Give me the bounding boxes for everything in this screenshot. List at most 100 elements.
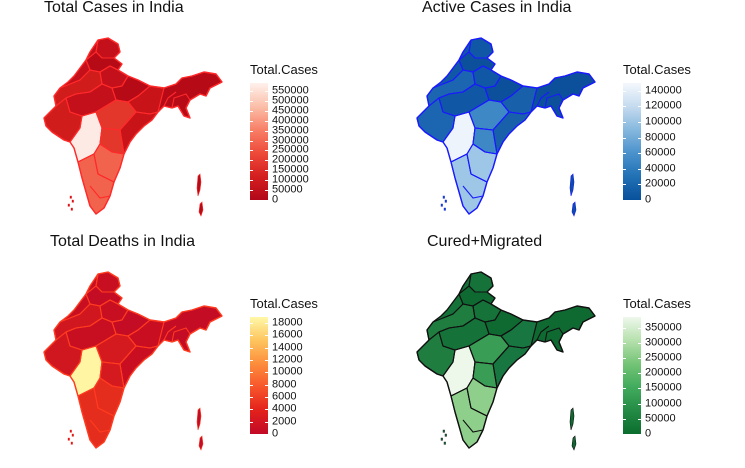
legend-tick-mark	[250, 120, 253, 122]
india-choropleth-map	[416, 37, 596, 217]
legend-tick-mark	[623, 90, 626, 92]
legend-tick-label: 250000	[645, 351, 682, 364]
state-boundary	[544, 93, 564, 109]
state-boundary	[85, 51, 119, 73]
legend-tick-label: 550000	[272, 84, 309, 97]
state-boundary	[95, 111, 137, 131]
state-boundary	[99, 143, 125, 155]
state-boundary	[89, 185, 111, 199]
andaman-nicobar-islands	[196, 173, 204, 217]
legend-tick-mark	[623, 137, 626, 139]
legend-tick-mark	[623, 418, 626, 420]
lakshadweep-island	[70, 441, 73, 445]
legend-tick-label: 350000	[272, 124, 309, 137]
state-region	[157, 305, 223, 353]
legend-tick-label: 150000	[645, 381, 682, 394]
country-border	[43, 271, 223, 449]
map-title: Total Cases in India	[44, 0, 184, 16]
legend-tick-label: 200000	[645, 366, 682, 379]
legend-tick-label: 100000	[645, 397, 682, 410]
legend-tick-mark	[250, 130, 253, 132]
legend-tick-mark	[638, 184, 641, 186]
legend-tick-mark	[623, 327, 626, 329]
legend-tick-mark	[250, 347, 253, 349]
india-choropleth-map	[43, 271, 223, 451]
legend-tick-mark	[638, 153, 641, 155]
legend-tick-mark	[265, 384, 268, 386]
legend-tick-mark	[623, 106, 626, 108]
legend-tick-mark	[265, 120, 268, 122]
legend-title: Total.Cases	[623, 296, 691, 311]
legend-tick-labels: 18000 16000 14000 12000 10000 8000 6000 4000 200…	[272, 317, 342, 439]
state-boundary	[55, 83, 103, 107]
legend-tick-label: 14000	[272, 341, 303, 354]
legend-tick-mark	[250, 434, 253, 435]
legend-tick-mark	[623, 358, 626, 360]
legend-tick-mark	[638, 342, 641, 344]
legend-tick-mark	[638, 403, 641, 405]
country-border	[416, 37, 596, 215]
state-boundary	[492, 363, 498, 389]
state-boundary	[458, 285, 492, 307]
legend-tick-labels: 350000 300000 250000 200000 150000 100000 5000…	[645, 317, 715, 439]
state-boundary	[500, 335, 532, 349]
map-title: Total Deaths in India	[50, 233, 195, 250]
india-choropleth-map	[416, 271, 596, 451]
state-boundary	[450, 127, 476, 163]
state-boundary	[69, 349, 83, 377]
andaman-nicobar-islands	[569, 407, 577, 451]
legend-tick-mark	[250, 323, 253, 325]
legend-tick-mark	[250, 360, 253, 362]
legend-tick-mark	[623, 200, 626, 201]
lakshadweep-island	[444, 199, 447, 203]
legend-tick-mark	[638, 388, 641, 390]
state-boundary	[93, 387, 115, 417]
state-boundary	[468, 345, 510, 365]
legend-tick-mark	[638, 373, 641, 375]
legend-tick-mark	[623, 168, 626, 170]
legend-tick-mark	[638, 327, 641, 329]
state-boundary	[171, 93, 191, 109]
legend-tick-mark	[265, 323, 268, 325]
lakshadweep-island	[71, 199, 74, 203]
legend-tick-label: 8000	[272, 378, 297, 391]
state-boundary	[458, 51, 492, 73]
state-boundary	[450, 361, 476, 397]
state-boundary	[544, 327, 564, 343]
state-boundary	[171, 327, 191, 343]
legend-tick-mark	[250, 409, 253, 411]
legend-tick-label: 400000	[272, 114, 309, 127]
legend-title: Total.Cases	[623, 62, 691, 77]
legend-tick-label: 80000	[645, 131, 676, 144]
legend-tick-label: 120000	[645, 99, 682, 112]
state-boundary	[468, 39, 487, 59]
state-boundary	[55, 317, 103, 341]
legend-tick-mark	[265, 110, 268, 112]
lakshadweep-island	[69, 429, 72, 433]
legend-tick-mark	[250, 372, 253, 374]
legend-tick-label: 6000	[272, 390, 297, 403]
legend-tick-mark	[623, 434, 626, 435]
legend-tick-label: 40000	[645, 162, 676, 175]
country-border	[43, 37, 223, 215]
india-choropleth-map	[43, 37, 223, 217]
legend-tick-mark	[265, 150, 268, 152]
state-boundary	[428, 83, 476, 107]
legend-tick-mark	[265, 360, 268, 362]
map-panel-total-deaths: Total Deaths in India Total.Cases 18000 160…	[0, 233, 372, 468]
legend-color-bar	[623, 83, 641, 200]
legend-tick-mark	[623, 342, 626, 344]
legend-tick-mark	[638, 200, 641, 201]
legend-tick-mark	[265, 100, 268, 102]
state-boundary	[77, 361, 103, 397]
state-boundary	[462, 185, 484, 199]
legend-tick-mark	[250, 421, 253, 423]
state-boundary	[468, 273, 487, 293]
legend-tick-mark	[638, 358, 641, 360]
legend-tick-label: 100000	[272, 173, 309, 186]
state-boundary	[95, 273, 114, 293]
legend-tick-mark	[250, 110, 253, 112]
map-panel-cured-migrated: Cured+Migrated Total.Cases 350000 300000 250…	[373, 233, 745, 468]
legend-tick-mark	[623, 388, 626, 390]
legend-tick-label: 0	[645, 193, 652, 206]
